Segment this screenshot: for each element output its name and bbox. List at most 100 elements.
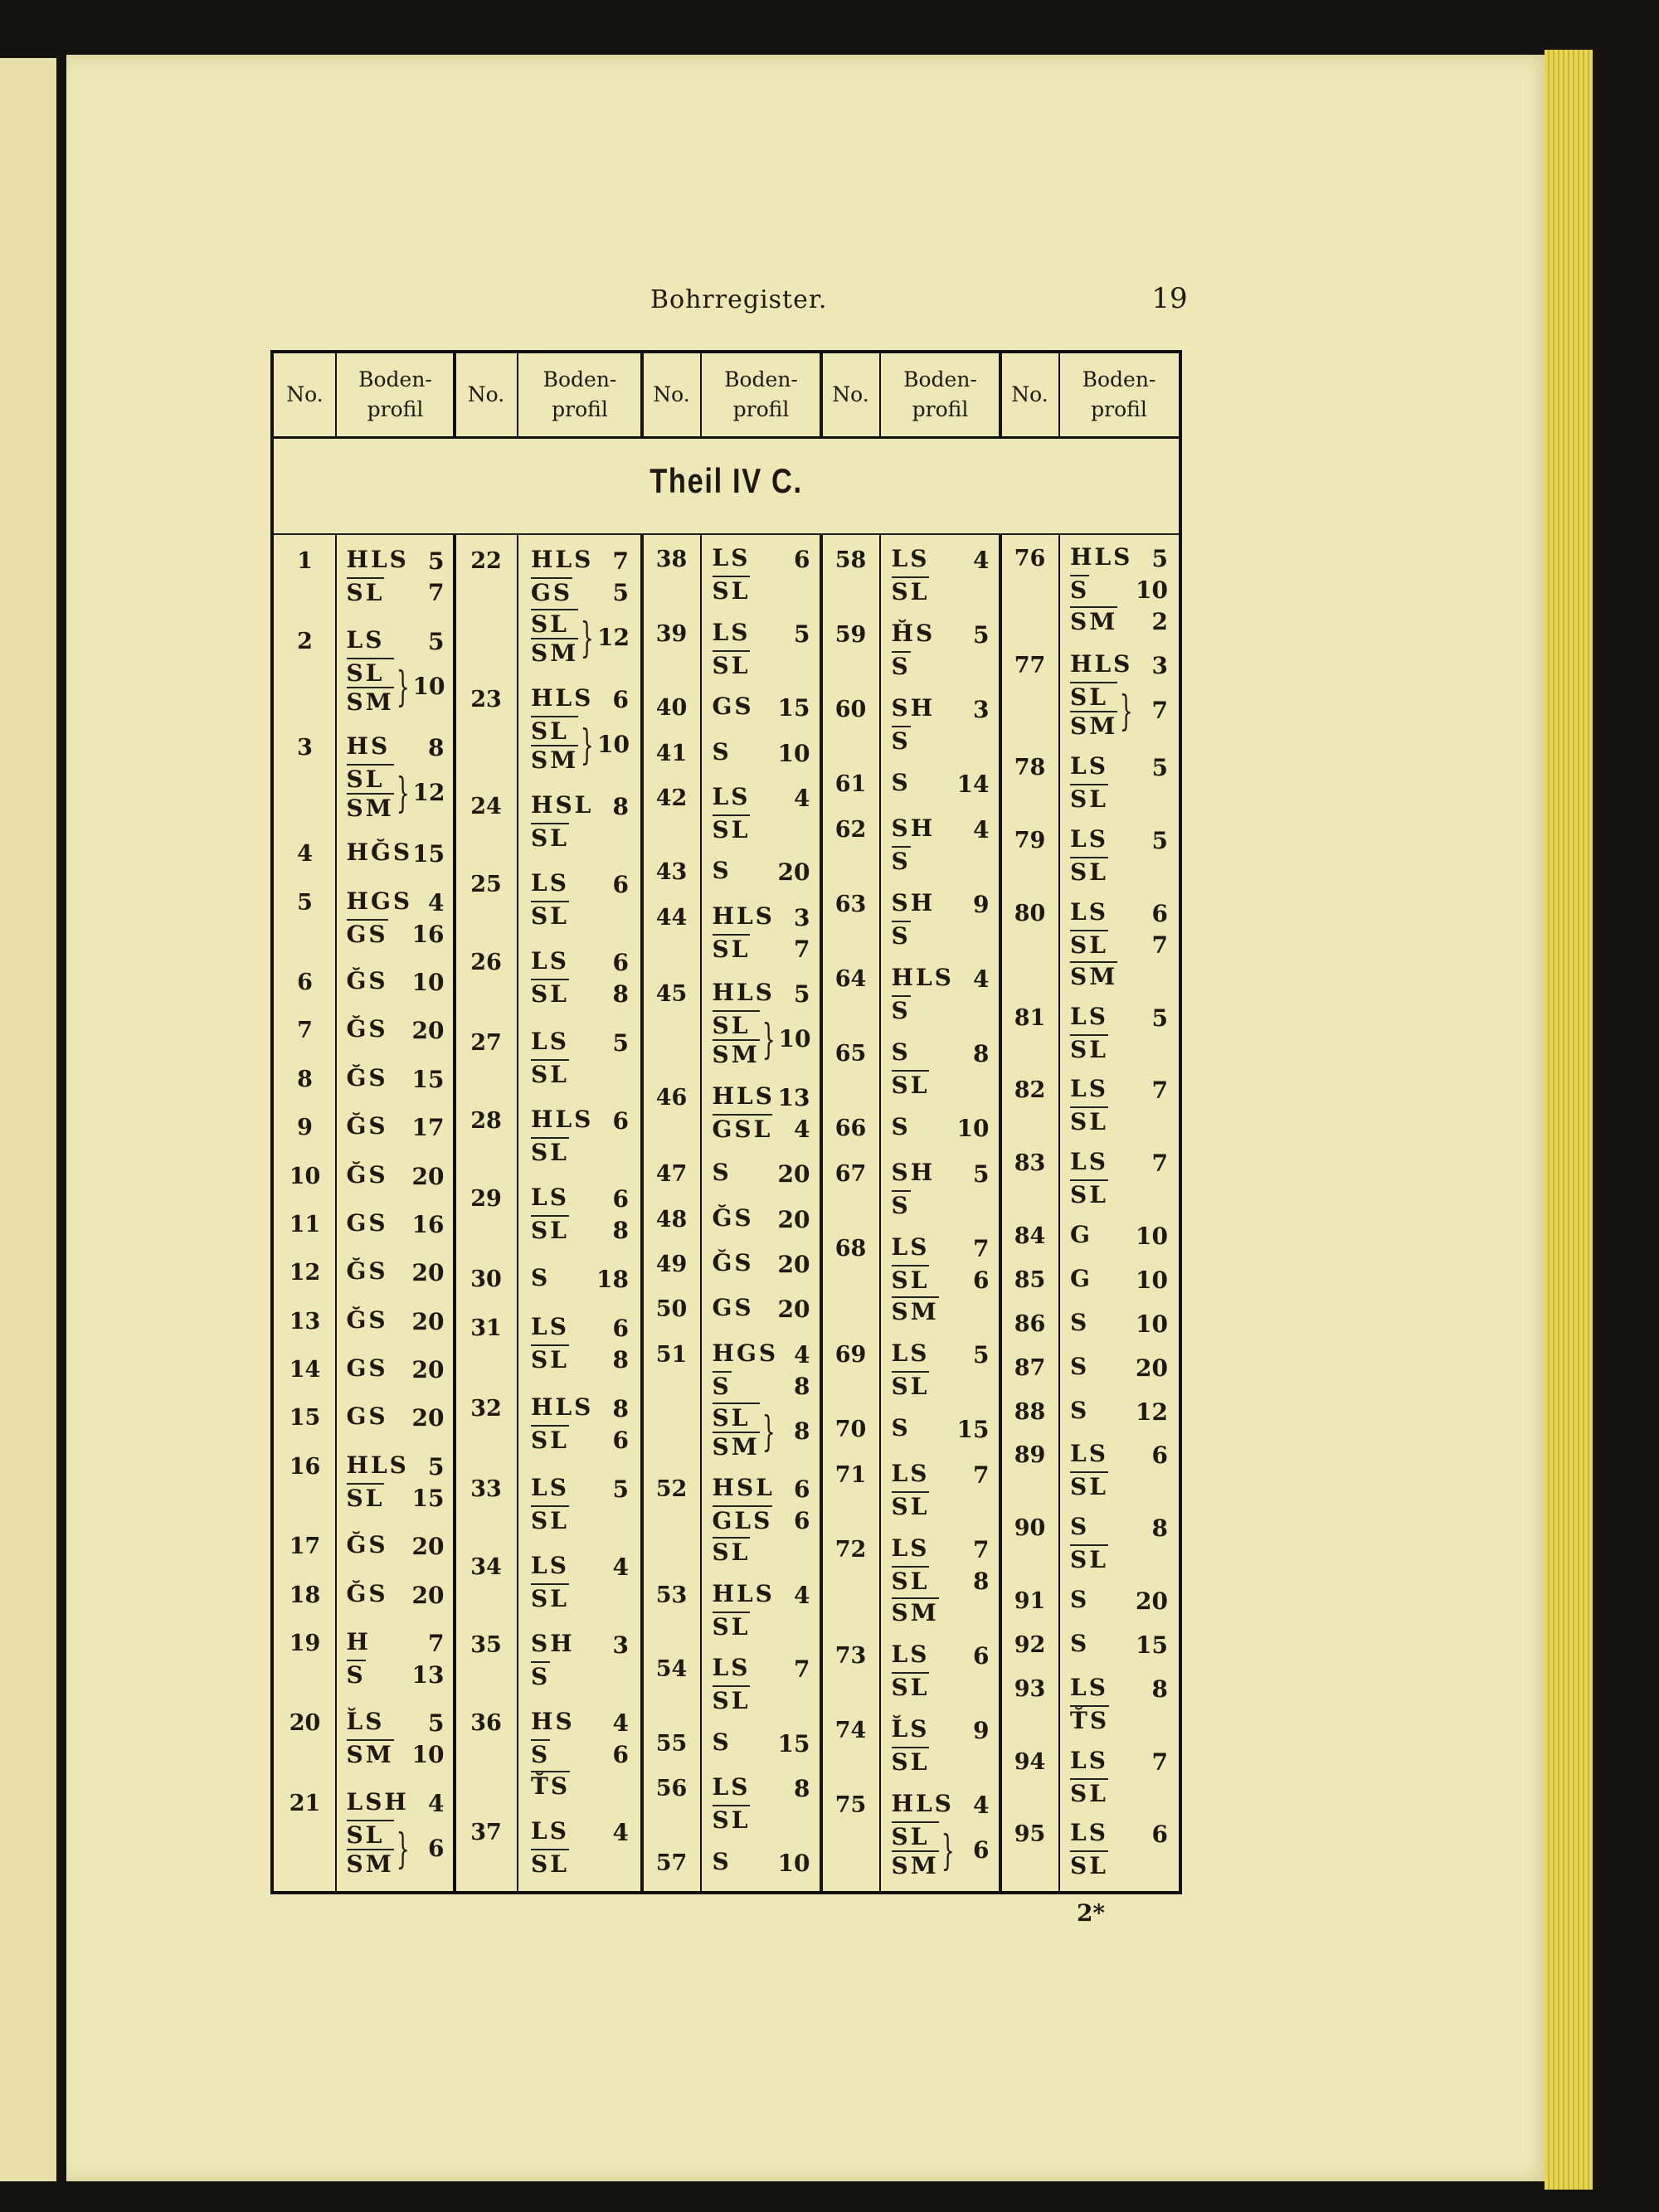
layer-code: SL	[891, 1069, 930, 1099]
layer-depth: 5	[428, 1452, 445, 1480]
layer-code: GS	[712, 1294, 754, 1322]
bore-number: 48	[655, 1206, 688, 1232]
layer-depth: 7	[794, 935, 810, 963]
column-rule	[1058, 535, 1060, 1891]
bore-number: 12	[289, 1260, 321, 1286]
bore-number: 49	[655, 1252, 688, 1278]
layer-code: ĞS	[346, 1531, 388, 1559]
layer-code: HLS	[346, 546, 409, 574]
layer-code: LS	[1070, 1440, 1108, 1468]
bore-number: 40	[655, 695, 688, 722]
layer-code: SL	[346, 577, 385, 607]
layer-code: HGS	[712, 1339, 779, 1367]
register-entry: 32 HLS 8 SL 6	[455, 1393, 642, 1456]
layer-code: SL	[1070, 1777, 1108, 1807]
layer-depth: 20	[1136, 1587, 1168, 1616]
soil-profile: SH 9 S	[880, 889, 1000, 950]
soil-profile-lines: SH 9 S	[891, 889, 990, 950]
layer-code: LS	[712, 618, 751, 646]
register-entry: 8 ĞS 15	[274, 1064, 455, 1096]
layer-code: LS	[531, 1312, 569, 1340]
layer-code: ĞS	[346, 967, 388, 995]
layer-depth: 8	[973, 1567, 990, 1595]
bore-number: 84	[1014, 1223, 1046, 1250]
bore-number: 61	[834, 771, 867, 797]
layer-code: S	[531, 1738, 551, 1768]
layer-code: SL	[712, 814, 751, 843]
layer-depth: 10	[1136, 576, 1168, 605]
layer-code: SL	[531, 1215, 569, 1245]
soil-profile: G 10	[1059, 1221, 1179, 1252]
bore-number: 5	[297, 889, 313, 916]
layer-line: LS 5	[713, 619, 810, 650]
layer-line: S 12	[1070, 1397, 1168, 1428]
bore-number: 33	[470, 1475, 502, 1502]
soil-profile: ĞS 15	[336, 1064, 455, 1096]
layer-line: SL	[712, 1805, 810, 1834]
soil-profile: ĞS 17	[336, 1112, 455, 1144]
layer-line: SL	[712, 1685, 810, 1714]
layer-code: SH	[891, 814, 936, 842]
layer-depth: 8	[428, 733, 445, 761]
layer-line: SL	[531, 1505, 629, 1534]
register-entry: 18 ĞS 20	[274, 1580, 455, 1612]
layer-line: ĞS 20	[713, 1249, 810, 1281]
layer-depth: 15	[777, 694, 810, 722]
layer-depth: 4	[973, 965, 990, 993]
layer-line: ĞS 20	[347, 1531, 445, 1563]
bore-number: 39	[655, 620, 688, 647]
layer-line: HLS 8	[531, 1393, 629, 1425]
layer-depth: 20	[411, 1581, 445, 1609]
bore-number: 21	[289, 1790, 321, 1816]
layer-line: SH 3	[531, 1630, 629, 1661]
layer-code: LS	[531, 1473, 569, 1501]
layer-line: S	[891, 920, 990, 950]
layer-depth: 8	[612, 793, 629, 821]
layer-depth: 7	[1151, 931, 1168, 959]
layer-code: HS	[346, 732, 391, 760]
layer-line: LS 7	[892, 1460, 990, 1491]
bore-number: 79	[1014, 827, 1046, 853]
layer-depth: 5	[794, 620, 810, 648]
layer-depth: 10	[956, 1114, 990, 1142]
soil-profile-lines: G 10	[1070, 1265, 1168, 1296]
layer-code: HLS	[531, 1393, 594, 1421]
soil-profile: S 10	[1059, 1309, 1179, 1340]
layer-depth: 6	[612, 1740, 629, 1768]
layer-line: SL	[891, 1671, 990, 1701]
bore-number: 94	[1014, 1748, 1046, 1775]
soil-profile: LS 4 SL	[518, 1552, 642, 1612]
layer-line: LS 6	[892, 1641, 990, 1672]
layer-line: GS 16	[347, 1209, 445, 1241]
soil-profile-lines: LS 4 SL	[891, 545, 990, 605]
layer-line: LS 4	[892, 545, 990, 576]
soil-profile-lines: LS 6 SL	[1070, 1440, 1168, 1500]
register-entry: 13 ĞS 20	[274, 1306, 455, 1338]
bore-number: 80	[1014, 900, 1046, 926]
soil-profile-lines: LS 5 SL	[712, 619, 810, 679]
layer-line: SL	[712, 1537, 810, 1566]
register-entry: 68 LS 7 SL 6 SM	[821, 1233, 1000, 1325]
layer-code: LS	[891, 544, 930, 572]
soil-profile: L̆S 5 SM 10	[336, 1708, 455, 1771]
layer-depth: 5	[973, 1159, 990, 1188]
layer-line: LS 6	[531, 1313, 629, 1344]
layer-code: GS	[712, 693, 754, 721]
layer-code: HLS	[1070, 543, 1133, 571]
register-entry: 93 LS 8 T̆S	[1000, 1674, 1179, 1734]
soil-profile-lines: LS 4 SL	[712, 783, 810, 843]
layer-depth: 3	[1151, 652, 1168, 680]
soil-profile-lines: HĞS 15	[347, 839, 445, 870]
layer-depth: 5	[428, 627, 445, 655]
bore-number: 11	[289, 1211, 321, 1237]
layer-code: SM	[346, 1739, 394, 1769]
register-entry: 28 HLS 6 SL	[455, 1106, 642, 1166]
bore-number: 90	[1014, 1515, 1046, 1542]
facing-page-edge	[0, 58, 56, 2181]
layer-line: S 10	[1070, 1309, 1168, 1340]
layer-line: S 20	[713, 857, 810, 888]
bore-number: 71	[834, 1461, 867, 1488]
layer-code: SL	[1070, 1033, 1108, 1063]
register-entry: 2 LS 5 SL SM} 10	[274, 626, 455, 716]
soil-profile-lines: HLS 6 SL	[531, 1106, 629, 1166]
